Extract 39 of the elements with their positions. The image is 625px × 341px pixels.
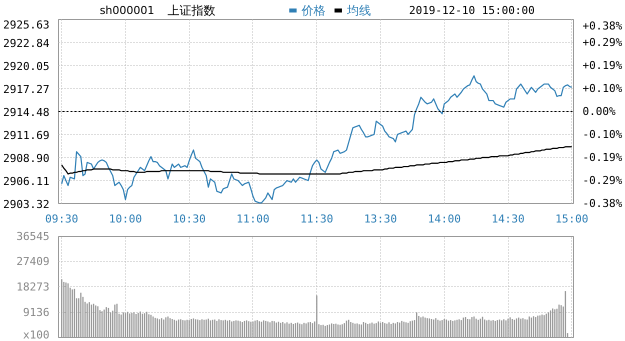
y2-tick-label: +0.10%	[582, 82, 623, 95]
x-tick-label: 09:30	[45, 212, 78, 226]
y2-tick-label: +0.29%	[582, 36, 623, 49]
x-tick-label: 10:00	[108, 212, 142, 226]
y2-tick-label: -0.38%	[582, 197, 623, 210]
line-series	[61, 75, 572, 204]
y-tick-label: 2908.90	[3, 152, 50, 165]
y-tick-label: 2911.69	[3, 128, 50, 142]
x-tick-label: 14:00	[428, 212, 461, 226]
y-tick-label: 2925.63	[3, 18, 50, 32]
y2-tick-label: -0.19%	[582, 151, 623, 164]
x-tick-label: 11:00	[236, 212, 270, 226]
x-tick-label: 15:00	[555, 212, 588, 226]
chart-subtitle: sh000001	[100, 4, 154, 17]
y2-tick-label: +0.19%	[582, 59, 623, 72]
y-tick-label: 2917.27	[3, 82, 50, 96]
y2-tick-label: -0.10%	[582, 128, 623, 142]
y-tick-label: 2903.32	[3, 198, 50, 211]
x-tick-label: 13:30	[364, 212, 398, 226]
x-tick-label: 11:30	[300, 212, 334, 226]
y-tick-label: 2920.05	[3, 60, 50, 74]
x-tick-label: 14:30	[491, 212, 525, 226]
legend-label: 均线	[346, 4, 371, 18]
y-tick-label: x100	[23, 328, 50, 341]
y-tick-label: 27409	[16, 255, 50, 268]
legend-label: 价格	[300, 4, 326, 18]
x-tick-label: 10:30	[172, 212, 206, 226]
text: 2019-12-10 15:00:00	[408, 4, 535, 17]
chart-title: 上证指数	[167, 4, 216, 18]
y-tick-label: 2922.84	[3, 37, 50, 50]
y2-tick-label: 0.00%	[582, 105, 616, 118]
y-tick-label: 9136	[23, 306, 50, 319]
line-series	[61, 146, 572, 175]
y-tick-label: 2914.48	[3, 106, 50, 119]
y-tick-label: 2906.11	[3, 174, 50, 188]
y-tick-label: 36545	[16, 230, 50, 243]
y-tick-label: 18273	[16, 280, 50, 294]
y2-tick-label: +0.38%	[582, 20, 623, 32]
y2-tick-label: -0.29%	[582, 174, 623, 188]
